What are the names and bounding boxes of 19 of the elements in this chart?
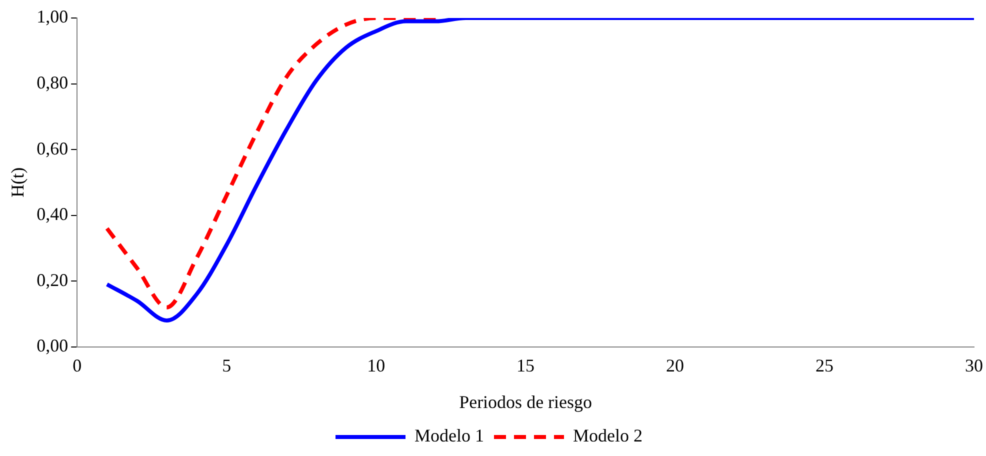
- line-series: [104, 18, 438, 310]
- legend-label: Modelo 2: [573, 426, 642, 446]
- x-tick-label: 25: [816, 355, 834, 376]
- y-tick-label: 0,00: [36, 336, 68, 356]
- legend-label: Modelo 1: [414, 426, 484, 446]
- x-axis-title: Periodos de riesgo: [459, 392, 592, 412]
- x-tick-label: 5: [222, 355, 232, 376]
- y-tick-label: 0,40: [36, 204, 68, 224]
- y-tick-label: 0,60: [36, 138, 68, 158]
- y-axis-title: H(t): [8, 167, 28, 198]
- x-tick-label: 20: [666, 355, 684, 376]
- y-tick-label: 1,00: [36, 6, 68, 27]
- y-tick-label: 0,80: [36, 72, 68, 92]
- y-tick-label: 0,20: [36, 270, 68, 290]
- x-tick-label: 30: [965, 355, 983, 376]
- x-tick-label: 10: [367, 355, 386, 376]
- x-tick-label: 15: [516, 355, 535, 376]
- line-series: [104, 18, 974, 322]
- x-tick-label: 0: [72, 355, 82, 376]
